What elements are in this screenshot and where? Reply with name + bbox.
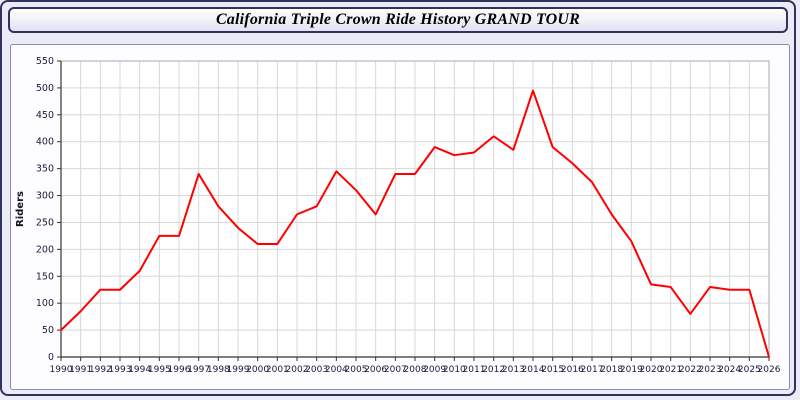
y-tick-label: 100 [36, 298, 54, 309]
x-tick-label: 1996 [168, 365, 191, 375]
x-tick-label: 2003 [305, 365, 328, 375]
x-tick-label: 1990 [50, 365, 73, 375]
x-tick-label: 1995 [148, 365, 171, 375]
y-tick-label: 450 [36, 110, 54, 121]
x-tick-label: 2000 [246, 365, 269, 375]
x-tick-label: 1998 [207, 365, 230, 375]
x-tick-label: 2009 [423, 365, 446, 375]
y-tick-label: 350 [36, 164, 54, 175]
x-tick-label: 1994 [128, 365, 151, 375]
chart-panel: 0 50 100 150 200 250 300 350 400 450 500 550 1990 199… [10, 44, 790, 390]
x-tick-label: 2020 [640, 365, 663, 375]
x-tick-label: 2021 [659, 365, 682, 375]
x-tick-label: 1991 [69, 365, 92, 375]
x-tick-label: 2015 [541, 365, 564, 375]
x-tick-label: 2022 [679, 365, 702, 375]
x-tick-label: 2012 [482, 365, 505, 375]
x-tick-label: 2019 [620, 365, 643, 375]
x-tick-label: 2002 [286, 365, 309, 375]
x-tick-label: 2023 [699, 365, 722, 375]
x-tick-label: 2017 [581, 365, 604, 375]
y-tick-label: 0 [48, 352, 54, 363]
x-tick-label: 2016 [561, 365, 584, 375]
x-tick-label: 2007 [384, 365, 407, 375]
x-tick-label: 2004 [325, 365, 348, 375]
x-tick-label: 2006 [364, 365, 387, 375]
y-tick-label: 500 [36, 83, 54, 94]
riders-series-line [60, 89, 770, 358]
x-tick-label: 1999 [227, 365, 250, 375]
chart-title-bar: California Triple Crown Ride History GRA… [8, 7, 788, 33]
y-tick-label: 550 [36, 56, 54, 67]
x-tick-label: 2011 [463, 365, 486, 375]
x-tick-label: 1997 [187, 365, 210, 375]
y-tick-label: 400 [36, 137, 54, 148]
x-tick-label: 2010 [443, 365, 466, 375]
x-tick-label: 2005 [345, 365, 368, 375]
x-tick-label: 2018 [600, 365, 623, 375]
x-tick-label: 2025 [738, 365, 761, 375]
y-tick-label: 300 [36, 191, 54, 202]
x-tick-label: 2014 [522, 365, 545, 375]
y-tick-label: 200 [36, 244, 54, 255]
y-axis-label: Riders [15, 191, 26, 227]
chart-title: California Triple Crown Ride History GRA… [215, 11, 581, 28]
y-tick-label: 250 [36, 217, 54, 228]
x-tick-label: 2013 [502, 365, 525, 375]
x-tick-label: 2026 [758, 365, 781, 375]
x-tick-label: 2024 [718, 365, 741, 375]
x-tick-label: 1992 [89, 365, 112, 375]
y-tick-label: 150 [36, 271, 54, 282]
x-tick-label: 2008 [404, 365, 427, 375]
x-tick-label: 1993 [109, 365, 132, 375]
riders-line-chart: 0501001502002503003504004505005501990199… [15, 56, 781, 375]
x-tick-label: 2001 [266, 365, 289, 375]
y-tick-label: 50 [42, 325, 54, 336]
